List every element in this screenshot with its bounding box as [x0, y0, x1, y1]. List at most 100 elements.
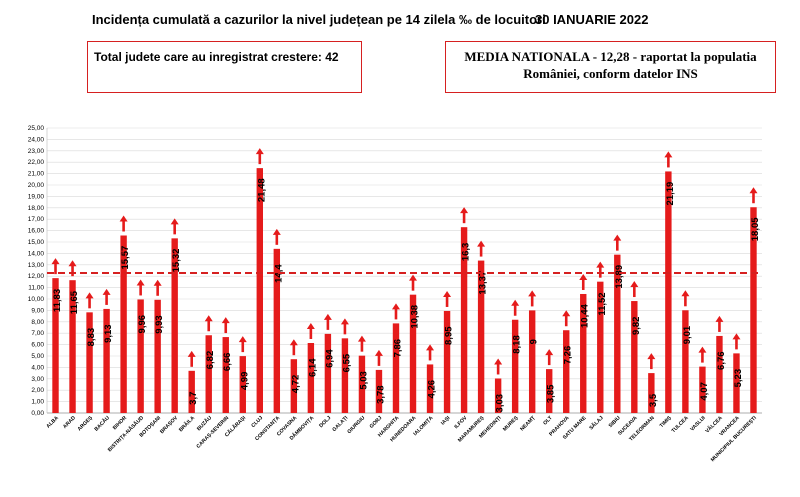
- category-label: IAȘI: [440, 415, 452, 427]
- trend-arrow-head: [136, 279, 145, 286]
- y-tick-label: 10,00: [28, 296, 45, 303]
- trend-arrow-head: [51, 258, 60, 265]
- value-label: 10,38: [410, 305, 421, 329]
- category-label: SIBIU: [608, 415, 622, 429]
- bar: [648, 373, 655, 413]
- bar: [205, 335, 212, 413]
- bar: [324, 333, 332, 413]
- y-tick-label: 19,00: [28, 193, 45, 200]
- trend-arrow-head: [323, 313, 332, 320]
- value-label: 21,19: [665, 182, 676, 206]
- y-tick-label: 16,00: [28, 228, 45, 235]
- bar: [307, 343, 315, 413]
- trend-arrow-head: [426, 344, 435, 351]
- national-average-box: MEDIA NATIONALA - 12,28 - raportat la po…: [445, 41, 776, 93]
- bar: [528, 310, 536, 413]
- bar: [409, 294, 417, 413]
- trend-arrow-head: [204, 315, 213, 322]
- value-label: 16,3: [461, 243, 472, 262]
- y-tick-label: 13,00: [28, 262, 45, 269]
- value-label: 18,05: [750, 217, 761, 241]
- value-label: 6,14: [307, 358, 318, 377]
- value-label: 6,94: [324, 349, 335, 368]
- value-label: 4,07: [699, 382, 710, 401]
- y-tick-label: 25,00: [28, 125, 45, 132]
- trend-arrow-head: [732, 333, 741, 340]
- bar: [358, 355, 366, 413]
- bar: [631, 301, 638, 413]
- value-label: 10,44: [580, 303, 591, 327]
- trend-arrow-head: [221, 317, 230, 324]
- category-label: BRAȘOV: [159, 415, 179, 435]
- y-tick-label: 24,00: [28, 136, 45, 143]
- chart-title: Incidența cumulată a cazurilor la nivel …: [92, 12, 546, 27]
- y-tick-label: 7,00: [31, 330, 44, 337]
- value-label: 4,99: [239, 372, 250, 391]
- value-label: 6,82: [205, 351, 216, 370]
- trend-arrow-head: [255, 148, 264, 155]
- value-label: 6,66: [222, 353, 233, 372]
- value-label: 3,03: [495, 394, 506, 413]
- bar: [171, 238, 178, 413]
- category-label: NEAMȚ: [519, 415, 537, 433]
- y-tick-label: 11,00: [28, 285, 44, 292]
- y-tick-label: 1,00: [31, 399, 44, 406]
- trend-arrow-head: [289, 339, 298, 346]
- trend-arrow-head: [409, 274, 418, 281]
- value-label: 3,85: [546, 384, 557, 403]
- bar: [597, 281, 604, 413]
- trend-arrow-head: [528, 290, 537, 297]
- trend-arrow-head: [562, 310, 571, 317]
- trend-arrow-head: [443, 290, 452, 297]
- bar: [375, 369, 383, 413]
- trend-arrow-head: [306, 323, 315, 330]
- value-label: 7,26: [563, 346, 574, 365]
- y-tick-label: 2,00: [31, 387, 44, 394]
- category-label: TIMIȘ: [659, 415, 673, 429]
- counties-increase-box: Total judete care au inregistrat crester…: [87, 41, 362, 93]
- category-label: ARGEȘ: [77, 415, 95, 433]
- bar: [494, 378, 502, 413]
- bar: [52, 278, 59, 413]
- trend-arrow-head: [647, 353, 656, 360]
- y-tick-label: 14,00: [28, 250, 45, 257]
- trend-arrow-head: [494, 358, 503, 365]
- bar: [103, 308, 110, 413]
- bar: [477, 260, 485, 413]
- bar: [511, 319, 519, 413]
- y-tick-label: 3,00: [31, 376, 44, 383]
- bar: [69, 280, 76, 413]
- category-label: BIHOR: [112, 415, 128, 431]
- value-label: 9,96: [137, 315, 148, 334]
- bar: [222, 337, 229, 413]
- trend-arrow-head: [698, 346, 707, 353]
- value-label: 8,18: [512, 335, 523, 354]
- trend-arrow-head: [630, 281, 639, 288]
- trend-arrow-head: [68, 260, 77, 267]
- bar: [273, 248, 281, 413]
- value-label: 6,76: [716, 351, 727, 370]
- trend-arrow-head: [374, 349, 383, 356]
- value-label: 6,55: [341, 353, 352, 372]
- bar: [256, 168, 263, 413]
- trend-arrow-head: [170, 218, 179, 225]
- y-tick-label: 12,00: [28, 273, 45, 280]
- y-tick-label: 22,00: [28, 159, 45, 166]
- value-label: 7,86: [392, 339, 403, 358]
- bar: [614, 254, 621, 413]
- value-label: 9: [529, 339, 540, 344]
- value-label: 3,78: [375, 385, 386, 404]
- y-tick-label: 0,00: [31, 410, 44, 417]
- bar: [188, 370, 195, 413]
- value-label: 4,72: [290, 375, 301, 394]
- y-tick-label: 21,00: [28, 171, 45, 178]
- value-label: 11,52: [597, 292, 608, 315]
- category-label: SĂLAJ: [588, 414, 605, 431]
- y-tick-label: 23,00: [28, 148, 45, 155]
- value-label: 9,13: [103, 324, 114, 343]
- trend-arrow-head: [596, 261, 605, 268]
- bar: [682, 310, 689, 413]
- trend-arrow-head: [545, 349, 554, 356]
- bar: [665, 171, 672, 413]
- trend-arrow-head: [272, 228, 281, 235]
